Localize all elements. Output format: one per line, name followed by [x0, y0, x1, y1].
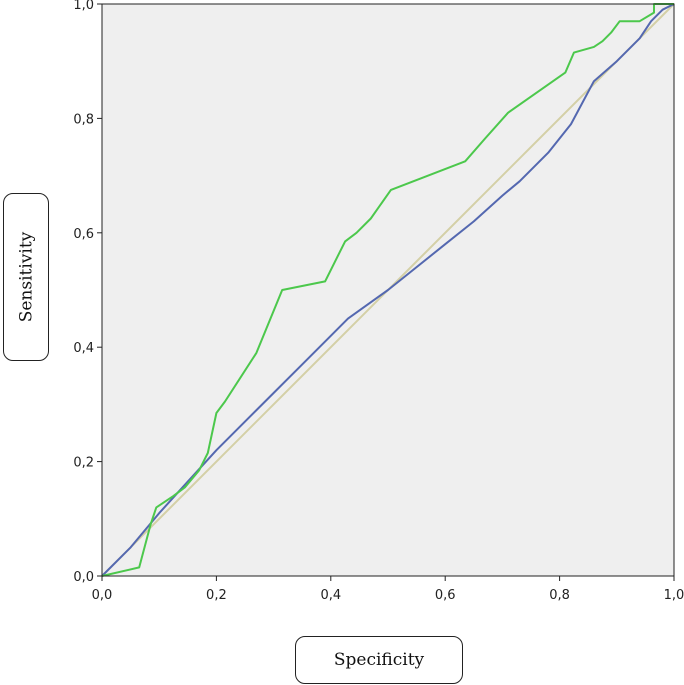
- x-tick-label: 0,4: [320, 588, 341, 603]
- y-tick-label: 0,0: [73, 570, 94, 585]
- axis-layer: 0,0 0,0 0,2 0,2 0,4 0,4 0,6 0,6 0,8 0,8 1,0 1,0: [73, 0, 684, 603]
- y-tick-label: 0,4: [73, 341, 94, 356]
- y-tick-label: 0,2: [73, 456, 94, 471]
- y-axis-title: Sensitivity: [3, 193, 49, 361]
- x-tick-label: 1,0: [664, 588, 684, 603]
- y-tick-label: 0,6: [73, 227, 94, 242]
- series-line-green: [101, 3, 674, 577]
- series-line-blue: [101, 3, 675, 577]
- y-tick-label: 1,0: [73, 0, 94, 13]
- x-tick-label: 0,8: [549, 588, 570, 603]
- series-layer: [101, 3, 675, 577]
- y-tick-label: 0,8: [73, 112, 94, 127]
- x-axis-title: Specificity: [295, 636, 463, 684]
- plot-frame: [101, 3, 675, 577]
- x-tick-label: 0,2: [206, 588, 227, 603]
- x-axis-title-text: Specificity: [333, 650, 425, 670]
- x-tick-label: 0,6: [435, 588, 456, 603]
- x-tick-label: 0,0: [92, 588, 113, 603]
- y-axis-title-text: Sensitivity: [16, 231, 36, 323]
